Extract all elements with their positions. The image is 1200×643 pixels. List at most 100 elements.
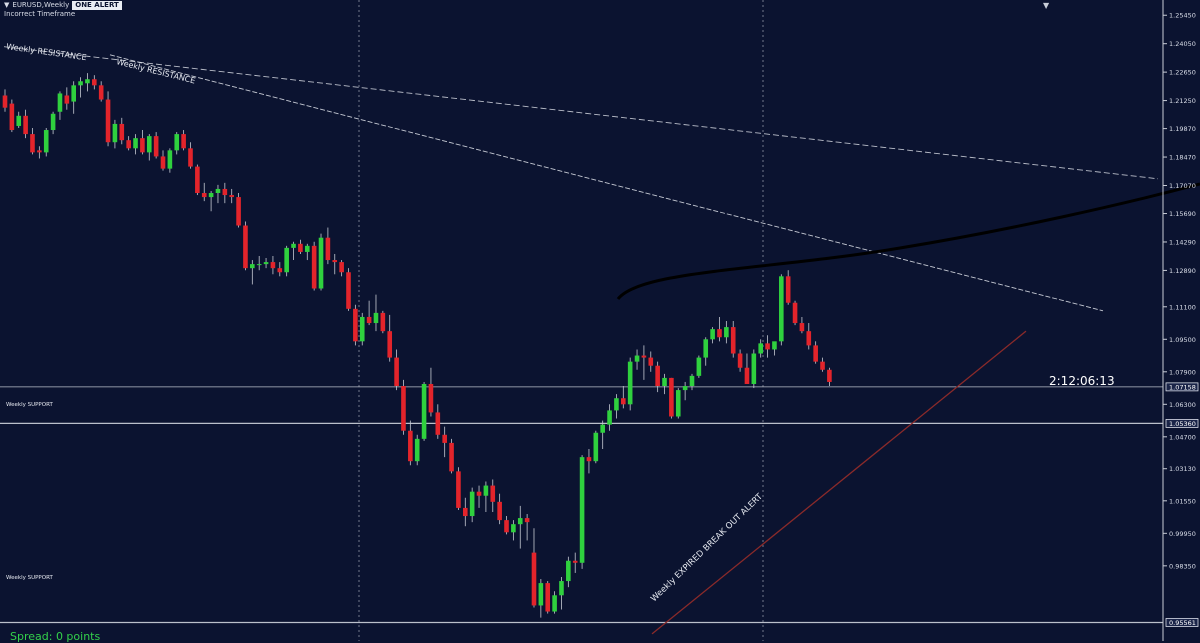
candle-body xyxy=(195,166,200,194)
candle-body xyxy=(119,123,125,141)
candle-body xyxy=(174,134,180,151)
candle-body xyxy=(675,390,681,417)
candle-body xyxy=(641,355,647,358)
candle-body xyxy=(689,375,695,387)
candle-body xyxy=(497,501,502,521)
candle-body xyxy=(85,79,90,84)
candle-body xyxy=(304,245,310,252)
candle-body xyxy=(600,424,605,433)
candle-timer: 2:12:06:13 xyxy=(1049,374,1115,388)
timeframe-warning: Incorrect Timeframe xyxy=(4,10,76,18)
candle-body xyxy=(339,262,344,273)
candle-body xyxy=(710,329,715,340)
symbol-header: ▼ EURUSD,Weekly ONE ALERT xyxy=(4,1,122,10)
candle-body xyxy=(78,81,83,86)
candle-body xyxy=(229,195,235,198)
candle-body xyxy=(593,432,599,462)
candle-body xyxy=(744,367,750,384)
candle-body xyxy=(717,329,722,338)
candle-body xyxy=(531,552,537,606)
candle-body xyxy=(586,457,592,462)
candle-body xyxy=(311,245,317,289)
trend-lines xyxy=(3,46,1200,635)
candle-body xyxy=(820,361,825,370)
candle-body xyxy=(30,134,35,153)
symbol-label: EURUSD,Weekly xyxy=(12,1,70,9)
candle-body xyxy=(669,377,674,417)
candle-body xyxy=(751,353,757,384)
candle-body xyxy=(256,264,262,266)
candle-body xyxy=(126,140,131,149)
candle-body xyxy=(332,260,338,263)
candle-body xyxy=(442,434,447,443)
candle-body xyxy=(414,438,420,462)
candle-body xyxy=(662,377,667,387)
candle-body xyxy=(607,410,612,425)
axis-tick-label: 1.15690 xyxy=(1169,210,1196,218)
candle-body xyxy=(813,345,818,362)
price-label-2: 0.95561 xyxy=(1169,619,1196,627)
candle-body xyxy=(146,136,152,153)
axis-tick-label: 1.25450 xyxy=(1169,12,1196,20)
candle-body xyxy=(71,85,76,102)
candles xyxy=(2,73,832,618)
candle-body xyxy=(153,136,159,157)
candle-body xyxy=(359,316,365,342)
candle-body xyxy=(50,113,56,131)
candle-body xyxy=(188,148,193,167)
candle-body xyxy=(490,485,496,502)
candle-body xyxy=(167,150,173,169)
candle-body xyxy=(23,115,28,135)
axis-tick-label: 1.21250 xyxy=(1169,97,1196,105)
price-label-box xyxy=(1165,419,1199,428)
candle-body xyxy=(456,471,461,508)
candle-body xyxy=(408,430,413,462)
candle-body xyxy=(208,193,214,198)
axis-tick-label: 1.18470 xyxy=(1169,154,1196,162)
candle-body xyxy=(469,491,475,517)
collapse-arrow-icon[interactable]: ▼ xyxy=(1043,1,1050,10)
candle-body xyxy=(524,518,530,523)
candle-body xyxy=(346,272,351,309)
horizontal-levels: 1.07158 1.05360 0.95561 xyxy=(0,382,1199,627)
candle-body xyxy=(792,302,798,324)
candle-body xyxy=(634,355,640,362)
candle-body xyxy=(621,398,626,405)
price-label-0: 1.07158 xyxy=(1169,383,1196,391)
candle-body xyxy=(325,237,331,261)
candle-body xyxy=(476,491,482,496)
candle-body xyxy=(2,95,8,108)
candle-body xyxy=(435,412,441,435)
candle-body xyxy=(201,193,207,198)
candle-body xyxy=(504,520,509,533)
candle-body xyxy=(538,583,544,606)
candle-body xyxy=(133,138,138,149)
alert-badge[interactable]: ONE ALERT xyxy=(72,1,122,10)
candle-body xyxy=(9,103,15,131)
axis-tick-label: 1.03130 xyxy=(1169,465,1196,473)
candle-body xyxy=(682,386,688,391)
candle-body xyxy=(552,595,557,612)
candle-body xyxy=(785,276,791,303)
spread-readout: Spread: 0 points xyxy=(10,630,101,643)
candle-body xyxy=(737,353,743,368)
axis-tick-label: 1.11100 xyxy=(1169,303,1196,311)
candle-body xyxy=(215,188,221,194)
candle-body xyxy=(181,134,186,149)
candle-body xyxy=(483,485,489,496)
axis-tick-label: 1.04700 xyxy=(1169,433,1196,441)
candle-body xyxy=(291,243,296,248)
candle-body xyxy=(366,316,372,324)
candle-body xyxy=(401,386,406,431)
dropdown-triangle-icon[interactable]: ▼ xyxy=(4,1,10,9)
candle-body xyxy=(112,123,118,143)
candle-body xyxy=(449,442,454,472)
candle-body xyxy=(772,341,777,350)
price-label-box xyxy=(1165,618,1199,627)
candle-body xyxy=(263,262,269,265)
price-axis: 1.25450 1.24050 1.22650 1.21250 1.19870 1.184… xyxy=(1162,0,1196,641)
candle-body xyxy=(566,560,571,582)
break-out-trendline xyxy=(651,330,1027,635)
candle-body xyxy=(43,130,49,153)
